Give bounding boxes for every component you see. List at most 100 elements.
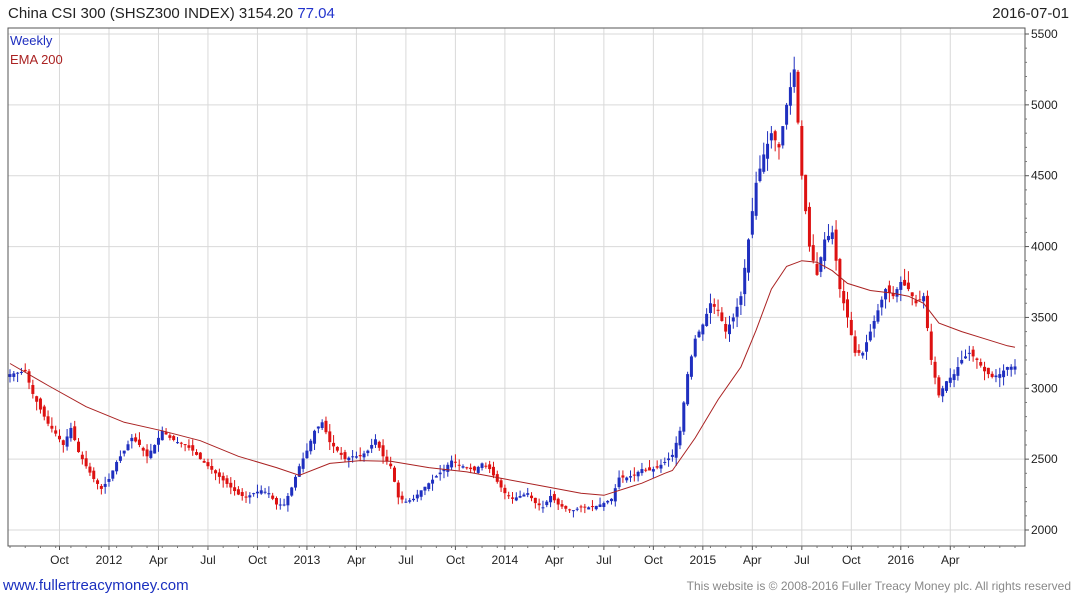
candle-body [670,454,674,457]
candle-body [297,466,301,477]
candle-body [788,87,792,106]
candle-body [472,466,476,471]
candle-body [571,510,575,512]
candle-body [61,440,65,445]
candle-body [865,342,869,352]
candle-body [1009,366,1013,370]
candle-body [533,497,537,504]
candle-body [739,296,743,305]
candle-body [160,430,164,441]
candle-body [271,495,275,499]
candle-body [179,442,183,444]
price-chart: 2000 2500 3000 3500 4000 4500 5000 5500 Oct 2012… [7,27,1058,567]
candle-body [720,312,724,321]
candle-body [583,506,587,508]
candle-body [484,465,488,467]
candle-body [404,501,408,503]
candle-body [57,435,61,440]
y-tick-label: 3000 [1031,381,1058,395]
candle-body [701,324,705,335]
ema-200-line [9,260,1016,496]
candle-body [796,71,800,123]
candle-body [305,450,309,459]
candle-body [922,296,926,302]
candle-body [111,470,115,479]
candle-body [891,293,895,297]
candle-body [187,445,191,448]
x-tick-label: Jul [398,553,413,567]
candle-body [442,469,446,472]
candle-body [568,509,572,511]
candle-body [659,464,663,469]
candle-body [427,483,431,489]
candle-body [316,426,320,429]
candle-body [686,374,690,405]
candle-body [693,338,697,357]
candle-body [16,372,20,374]
candle-body [663,461,667,463]
candle-body [320,422,324,429]
candle-body [807,206,811,247]
candle-body [651,469,655,472]
title-text: China CSI 300 (SHSZ300 INDEX) 3154.20 [8,5,294,22]
candle-body [526,493,530,495]
candle-body [849,319,853,336]
candle-body [347,457,351,461]
candle-body [587,507,591,510]
candle-body [933,361,937,378]
y-tick-label: 3500 [1031,310,1058,324]
candle-body [38,398,42,410]
candle-body [77,441,81,453]
x-tick-label: 2012 [96,553,123,567]
candle-body [195,452,199,455]
candle-body [914,300,918,304]
candle-body [198,452,202,460]
candle-body [210,465,214,470]
candle-body [887,285,891,293]
candle-body [644,469,648,471]
candle-body [122,450,126,454]
candle-body [511,497,514,499]
candle-body [233,487,237,492]
candle-body [811,245,815,261]
copyright-notice: This website is © 2008-2016 Fuller Treac… [686,579,1071,593]
x-tick-label: Apr [347,553,366,567]
candle-body [823,239,827,261]
candle-body [952,374,956,381]
x-tick-label: 2013 [294,553,321,567]
candle-body [861,352,865,356]
candle-body [609,498,613,502]
candle-body [240,492,244,496]
candle-body [88,466,92,473]
candle-body [183,444,187,446]
candle-body [419,490,423,497]
candle-body [370,444,374,449]
candle-body [750,211,754,235]
candle-body [994,375,998,378]
candle-body [895,289,899,297]
legend-weekly: Weekly [10,33,53,48]
candle-body [941,388,945,397]
x-tick-label: 2014 [492,553,519,567]
candle-body [830,232,834,240]
candle-body [8,374,12,377]
candle-body [202,460,206,463]
candle-body [564,505,568,509]
candle-body [910,292,914,297]
candle-body [906,282,910,290]
site-link[interactable]: www.fullertreacymoney.com [3,577,189,594]
plot-frame [7,27,1026,547]
candle-body [99,485,103,489]
candle-body [206,462,210,467]
chart-title: China CSI 300 (SHSZ300 INDEX) 3154.20 77… [8,5,335,22]
candle-body [530,495,534,499]
candle-body [762,154,766,172]
chart-grid [8,28,1025,546]
candle-body [785,104,789,125]
candle-body [423,486,427,491]
candle-body [457,464,461,466]
candle-body [826,235,830,241]
candle-body [149,450,153,458]
candle-body [145,449,149,457]
candle-body [971,349,975,357]
